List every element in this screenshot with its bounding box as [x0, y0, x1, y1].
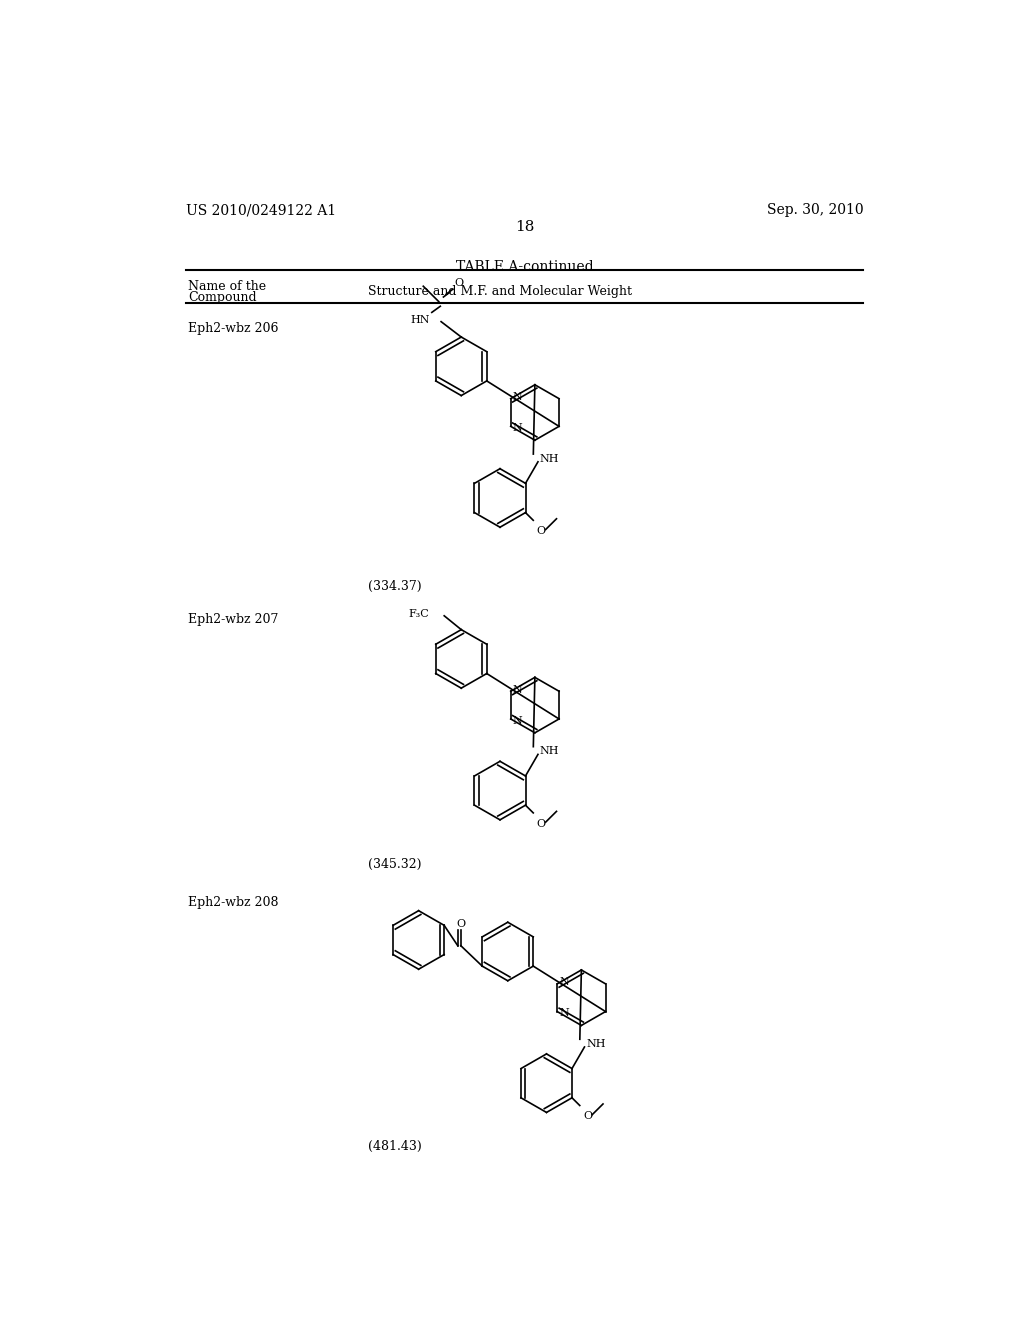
Text: N: N: [559, 977, 569, 987]
Text: N: N: [513, 392, 522, 403]
Text: US 2010/0249122 A1: US 2010/0249122 A1: [186, 203, 336, 216]
Text: F₃C: F₃C: [408, 610, 429, 619]
Text: NH: NH: [540, 746, 559, 756]
Text: N: N: [513, 715, 522, 726]
Text: O: O: [455, 279, 464, 288]
Text: N: N: [513, 685, 522, 694]
Text: TABLE A-continued: TABLE A-continued: [456, 260, 594, 275]
Text: Eph2-wbz 208: Eph2-wbz 208: [188, 896, 279, 909]
Text: Name of the: Name of the: [188, 280, 266, 293]
Text: 18: 18: [515, 220, 535, 234]
Text: NH: NH: [586, 1039, 605, 1049]
Text: (334.37): (334.37): [369, 581, 422, 594]
Text: (345.32): (345.32): [369, 858, 422, 871]
Text: O: O: [537, 527, 546, 536]
Text: N: N: [513, 422, 522, 433]
Text: Sep. 30, 2010: Sep. 30, 2010: [767, 203, 863, 216]
Text: N: N: [559, 1008, 569, 1018]
Text: O: O: [583, 1111, 592, 1121]
Text: Structure and M.F. and Molecular Weight: Structure and M.F. and Molecular Weight: [369, 285, 632, 298]
Text: (481.43): (481.43): [369, 1140, 422, 1154]
Text: O: O: [537, 818, 546, 829]
Text: HN: HN: [411, 315, 430, 325]
Text: Eph2-wbz 206: Eph2-wbz 206: [188, 322, 279, 335]
Text: NH: NH: [540, 454, 559, 463]
Text: Compound: Compound: [188, 290, 257, 304]
Text: Eph2-wbz 207: Eph2-wbz 207: [188, 612, 279, 626]
Text: O: O: [457, 919, 466, 929]
